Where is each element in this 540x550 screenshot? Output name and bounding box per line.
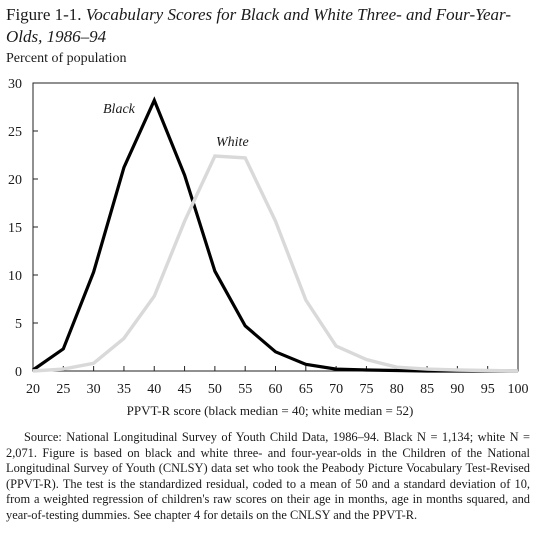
y-tick-label: 10	[8, 269, 22, 284]
x-tick-label: 60	[269, 382, 283, 397]
y-tick-label: 5	[15, 317, 22, 332]
figure-title-text: Vocabulary Scores for Black and White Th…	[6, 5, 511, 46]
line-chart: 0 5 10 15 20 25 30 20 25 30 35 40 45 50 55 60 65 70 75 80 85…	[8, 77, 529, 397]
y-axis-label: Percent of population	[6, 51, 127, 66]
x-tick-label: 100	[508, 382, 529, 397]
y-tick-label: 20	[8, 173, 22, 188]
x-tick-label: 35	[117, 382, 131, 397]
series-line-black	[32, 96, 518, 373]
x-axis-label: PPVT-R score (black median = 40; white m…	[126, 403, 414, 418]
x-tick-label: 80	[390, 382, 404, 397]
figure-title: Figure 1-1. Vocabulary Scores for Black …	[6, 4, 534, 48]
x-tick-label: 65	[299, 382, 313, 397]
x-tick-label: 75	[359, 382, 373, 397]
y-tick-label: 0	[15, 365, 22, 380]
x-tick-label: 40	[147, 382, 161, 397]
x-tick-label: 45	[178, 382, 192, 397]
x-tick-label: 95	[481, 382, 495, 397]
series-line-white	[32, 154, 519, 373]
y-tick-label: 30	[8, 77, 22, 92]
x-tick-label: 70	[329, 382, 343, 397]
x-tick-label: 55	[238, 382, 252, 397]
x-tick-label: 90	[450, 382, 464, 397]
x-tick-label: 85	[420, 382, 434, 397]
figure-number: Figure 1-1.	[6, 5, 82, 24]
x-tick-label: 25	[56, 382, 70, 397]
source-note: Source: National Longitudinal Survey of …	[6, 430, 530, 522]
series-label-black: Black	[103, 102, 136, 117]
x-tick-label: 20	[26, 382, 40, 397]
y-tick-label: 15	[8, 221, 22, 236]
series-label-white: White	[216, 135, 249, 150]
y-tick-label: 25	[8, 125, 22, 140]
x-tick-label: 50	[208, 382, 222, 397]
x-tick-label: 30	[87, 382, 101, 397]
